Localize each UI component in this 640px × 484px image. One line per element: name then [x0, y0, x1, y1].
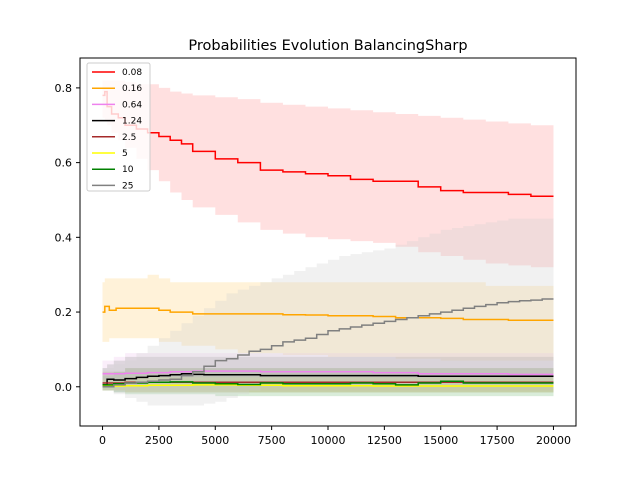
y-tick-label: 0.8: [55, 82, 73, 95]
x-tick-label: 2500: [145, 434, 173, 447]
band-series-0.16: [102, 274, 554, 361]
line-series-25: [102, 298, 554, 388]
legend-frame: [86, 62, 151, 192]
legend-label-10: 10: [122, 165, 134, 175]
legend-label-1.24: 1.24: [122, 117, 142, 127]
x-tick-label: 15000: [423, 434, 458, 447]
x-tick-label: 5000: [201, 434, 229, 447]
y-axis: 0.0 0.2 0.4 0.6 0.8: [55, 82, 80, 394]
x-tick-label: 0: [99, 434, 106, 447]
x-tick-label: 10000: [311, 434, 346, 447]
y-tick-label: 0.0: [55, 381, 73, 394]
chart-title: Probabilities Evolution BalancingSharp: [188, 38, 467, 54]
line-series-5: [102, 384, 554, 387]
x-tick-label: 7500: [258, 434, 286, 447]
legend-label-0.16: 0.16: [122, 84, 142, 94]
x-axis: 0 2500 5000 7500 10000 12500 15000 17500 20000: [99, 426, 571, 447]
legend-label-0.64: 0.64: [122, 100, 142, 110]
legend: 0.08 0.16 0.64 1.24 2.5 5 10 25: [86, 62, 151, 192]
legend-label-25: 25: [122, 181, 133, 191]
line-series-1.24: [102, 372, 554, 386]
y-tick-label: 0.6: [55, 157, 73, 170]
legend-label-0.08: 0.08: [122, 68, 142, 78]
band-series-25: [102, 218, 554, 406]
line-series-0.64: [102, 370, 554, 376]
legend-label-2.5: 2.5: [122, 133, 136, 143]
x-tick-label: 12500: [367, 434, 402, 447]
y-tick-label: 0.2: [55, 306, 73, 319]
x-tick-label: 17500: [480, 434, 515, 447]
x-tick-label: 20000: [536, 434, 571, 447]
line-series-0.16: [102, 305, 554, 322]
y-tick-label: 0.4: [55, 231, 73, 244]
series-lines: [102, 90, 554, 388]
legend-label-5: 5: [122, 149, 128, 159]
